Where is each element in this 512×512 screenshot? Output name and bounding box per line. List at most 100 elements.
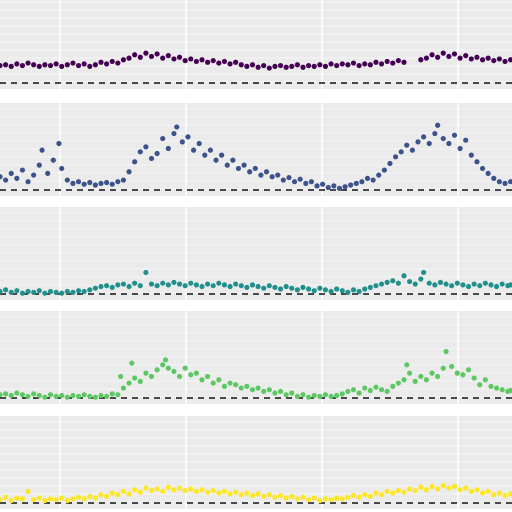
data-point [143,370,149,376]
data-point [249,62,256,68]
data-point [238,492,244,498]
data-point [317,285,323,291]
data-point [120,57,127,63]
data-point [507,57,512,63]
data-point [272,390,278,396]
data-point [137,378,143,384]
data-point [47,288,54,295]
data-point [64,394,70,400]
data-point [104,61,110,67]
data-point [446,485,452,491]
data-point [182,365,188,371]
data-point [207,147,214,153]
data-point [370,177,376,183]
data-point [202,152,208,158]
data-point [362,286,368,292]
data-point [42,290,48,296]
data-point [64,497,70,504]
data-point [289,63,295,69]
data-point [443,348,449,355]
data-point [171,487,177,493]
data-point [339,496,345,502]
data-point [14,390,20,396]
data-point [289,493,295,499]
data-point [496,179,502,185]
data-point [25,393,31,399]
data-point [104,283,110,289]
data-point [249,282,256,288]
data-point [272,284,278,290]
data-point [143,269,149,276]
data-point [87,393,93,399]
data-point [120,281,127,287]
data-point [474,159,480,165]
data-point [221,58,228,65]
data-point [53,61,59,67]
data-point [258,172,264,178]
data-point [367,284,373,290]
data-point [308,179,315,185]
data-point [378,61,385,67]
data-point [412,487,418,494]
data-point [387,160,393,167]
data-point [350,492,357,499]
data-point [415,139,421,145]
data-point [449,363,455,370]
data-point [75,288,82,294]
data-point [283,64,289,70]
data-point [314,183,320,189]
data-point [182,487,188,494]
data-point [64,288,70,295]
data-point [143,50,149,56]
data-point [328,393,334,399]
data-point [384,58,390,65]
data-point [45,170,51,176]
data-point [70,392,76,399]
data-point [216,60,222,66]
data-point [334,62,340,69]
data-point [429,370,435,376]
data-point [418,276,424,282]
data-point [87,287,93,293]
data-point [395,280,401,286]
data-point [261,285,267,291]
data-point [263,169,270,175]
data-point [98,180,104,186]
data-point [491,492,497,498]
data-point [418,484,424,490]
data-point [87,179,93,186]
data-point [249,387,256,393]
data-point [81,496,87,502]
data-point [482,280,488,286]
data-point [283,283,289,290]
data-point [221,383,228,389]
data-point [148,373,155,380]
data-point [266,283,272,289]
data-point [460,282,466,288]
data-point [137,283,143,289]
data-point [132,159,138,165]
data-point [297,176,303,182]
data-point [443,281,449,287]
data-point [426,140,432,147]
data-point [502,58,508,65]
data-point [233,281,239,287]
data-point [395,487,401,494]
data-point [457,55,463,61]
data-point [182,283,188,289]
data-point [193,370,199,376]
data-point [171,279,177,285]
data-point [378,281,385,287]
data-point [362,61,368,67]
facet-panel-2 [0,103,512,196]
data-point [435,122,441,128]
data-point [244,284,250,290]
data-point [412,378,418,384]
data-point [233,382,239,388]
data-point [465,283,472,290]
data-point [404,362,410,368]
data-point [451,483,458,489]
data-point [188,280,194,286]
data-point [70,60,76,66]
